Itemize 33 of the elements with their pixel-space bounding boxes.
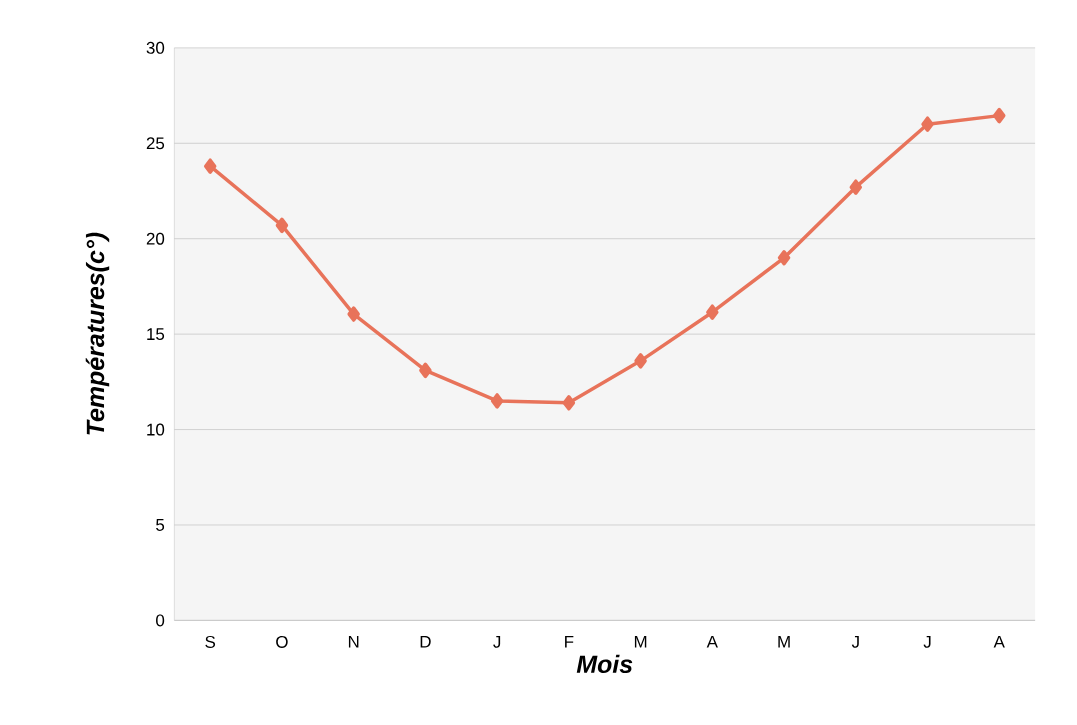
x-tick-label: A: [993, 635, 1005, 648]
point: [921, 116, 934, 132]
x-tick-label: S: [205, 635, 216, 648]
y-tick-label: 5: [156, 518, 165, 531]
x-tick-label: A: [706, 635, 718, 648]
y-tick-label: 10: [147, 423, 165, 436]
point: [849, 179, 863, 195]
point: [347, 306, 360, 322]
y-axis-title: Températures(c°): [85, 232, 110, 435]
x-axis-title: Mois: [576, 654, 633, 673]
x-tick-label: D: [420, 635, 431, 648]
y-tick-label: 15: [147, 328, 165, 340]
point: [634, 353, 647, 369]
y-tick-label: 20: [146, 232, 165, 245]
point: [419, 362, 432, 379]
point: [203, 158, 217, 174]
x-tick-label: M: [778, 635, 790, 648]
x-tick-label: J: [493, 635, 501, 648]
y-tick-label: 0: [156, 614, 165, 627]
x-tick-label: N: [348, 635, 359, 648]
point: [993, 107, 1006, 124]
y-tick-label: 25: [146, 137, 165, 150]
point: [562, 395, 576, 411]
x-tick-label: J: [851, 635, 859, 648]
point: [777, 250, 791, 266]
x-tick-label: J: [923, 635, 931, 648]
y-tick-label: 30: [146, 41, 165, 54]
point: [275, 217, 289, 234]
x-tick-label: F: [565, 635, 574, 648]
x-tick-label: M: [634, 635, 647, 648]
x-tick-label: O: [276, 635, 288, 648]
point: [490, 393, 504, 409]
point: [706, 304, 719, 320]
